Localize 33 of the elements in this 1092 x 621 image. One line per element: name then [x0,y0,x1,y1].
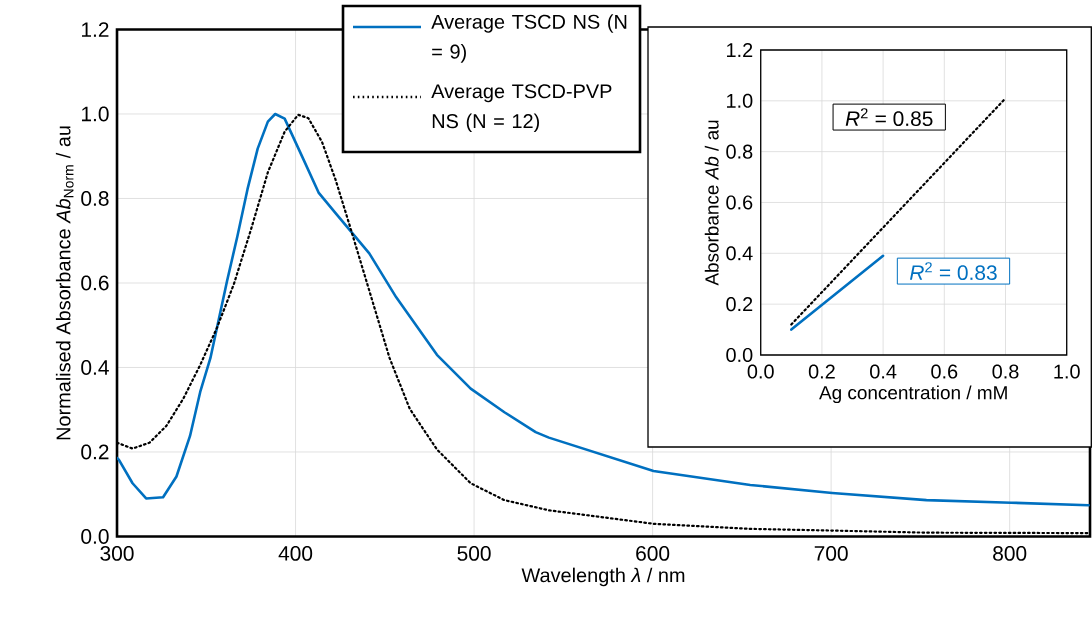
x-tick-label: 600 [636,546,670,561]
y-tick-label: 1.0 [82,106,109,122]
y-tick-label: 0.2 [81,444,109,460]
x-tick-label: 800 [993,546,1027,561]
y-tick-label: 0.8 [81,191,109,206]
y-axis-title: Absorbance Ab / au [704,120,719,286]
y-axis-title: Normalised Absorbance Ab$_{Norm}$ / au [55,126,74,440]
y-tick-label: 0.0 [726,347,753,363]
x-axis-title: Wavelength λ / nm [521,567,685,587]
x-tick-label: 400 [278,546,313,561]
annotation: R$^{2}$ = 0.83 [909,262,997,281]
y-tick-label: 1.2 [727,43,753,57]
legend-label: Average TSCD NS (N = 9) [431,14,627,63]
x-tick-label: 0.2 [808,364,835,379]
annotation: R$^{2}$ = 0.85 [845,108,933,127]
y-tick-label: 0.8 [726,144,753,159]
y-tick-label: 0.6 [726,195,753,210]
x-tick-label: 0.8 [992,364,1019,379]
x-axis-title: Ag concentration / mM [819,385,1007,404]
y-tick-label: 0.2 [726,297,753,312]
x-tick-label: 0.4 [870,364,897,379]
x-tick-label: 300 [100,546,134,561]
y-tick-label: 0.4 [726,246,753,261]
y-tick-label: 1.0 [727,93,753,108]
legend-label: Average TSCD-PVP NS (N = 12) [431,84,612,133]
y-tick-label: 0.6 [81,275,109,291]
x-tick-label: 1.0 [1054,364,1080,379]
x-tick-label: 0.0 [747,364,774,379]
x-tick-label: 0.6 [931,364,958,379]
x-tick-label: 500 [457,546,491,561]
x-tick-label: 700 [814,546,848,561]
y-tick-label: 1.2 [82,22,109,37]
y-tick-label: 0.0 [81,529,109,544]
